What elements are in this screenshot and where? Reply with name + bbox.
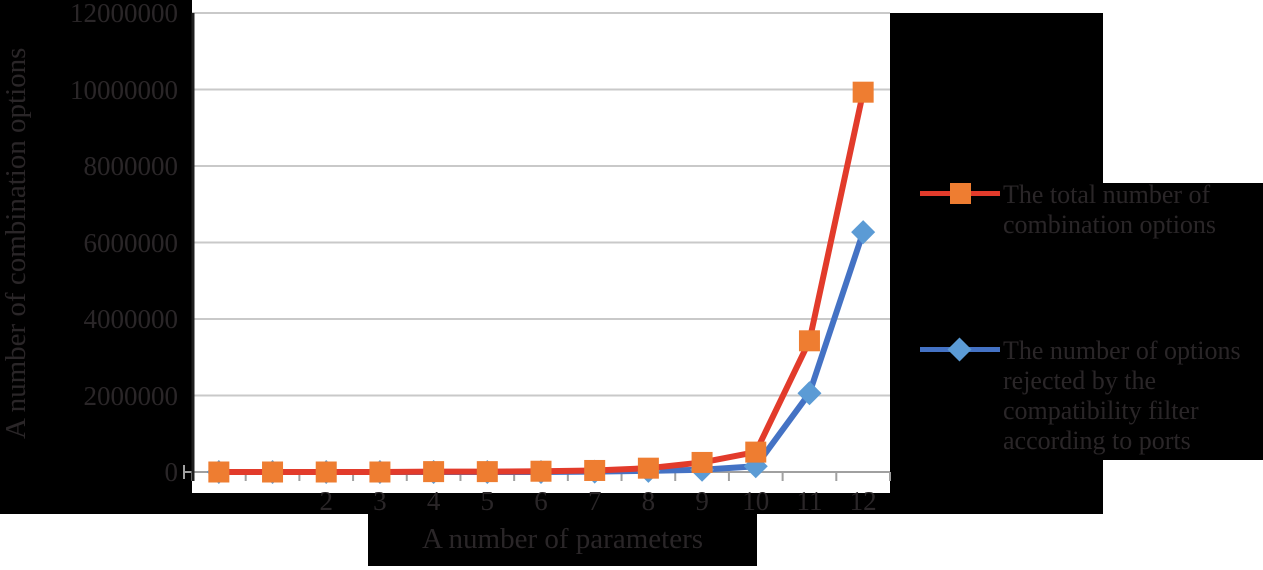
data-point-marker-square — [637, 457, 659, 479]
x-tick-label: 8 — [641, 486, 656, 516]
x-tick-label: 9 — [695, 486, 709, 516]
data-point-marker-square — [262, 461, 284, 483]
x-tick-label: 6 — [534, 486, 548, 516]
y-tick-label: 2000000 — [83, 380, 179, 411]
y-tick-label: 10000000 — [70, 74, 178, 105]
y-tick-label: 4000000 — [83, 304, 179, 334]
y-tick-label: 0 — [164, 457, 179, 487]
x-tick-label: 10 — [742, 486, 770, 516]
data-point-marker-square — [476, 461, 498, 483]
data-point-marker-square — [691, 451, 713, 473]
data-point-marker-square — [745, 441, 767, 463]
data-point-marker-square — [798, 330, 820, 352]
dark-backdrop-legend — [1103, 183, 1263, 460]
x-tick-label: 3 — [373, 486, 387, 516]
legend-series2-label: The number of options rejected by the co… — [1003, 336, 1241, 455]
series-line-1 — [218, 91, 867, 475]
data-point-marker-square — [530, 460, 552, 482]
data-point-marker-square — [369, 461, 391, 483]
x-tick-label: 2 — [319, 486, 333, 516]
white-top-strip — [192, 0, 1263, 13]
y-tick-label: 12000000 — [70, 0, 178, 28]
y-tick-label: 8000000 — [83, 151, 179, 181]
data-point-marker-diamond — [851, 220, 876, 245]
x-tick-label: 4 — [426, 486, 441, 516]
x-tick-label: 5 — [480, 486, 495, 516]
x-tick-label: 7 — [587, 486, 602, 516]
dark-backdrop-x-title — [368, 514, 757, 566]
legend-series1-square-marker-icon — [950, 183, 971, 204]
x-tick-label: 12 — [849, 486, 877, 516]
data-point-marker-square — [584, 459, 606, 481]
line-chart — [183, 12, 891, 485]
chart-plot-area — [183, 12, 891, 493]
data-point-marker-square — [852, 81, 874, 103]
data-point-marker-square — [315, 461, 337, 483]
x-tick-label: 11 — [796, 486, 823, 516]
data-point-marker-square — [423, 461, 445, 483]
x-axis-title: A number of parameters — [421, 523, 704, 555]
y-tick-label: 6000000 — [83, 227, 179, 258]
data-point-marker-square — [208, 461, 230, 483]
legend-series1-label: The total number of combination options — [1003, 180, 1217, 239]
